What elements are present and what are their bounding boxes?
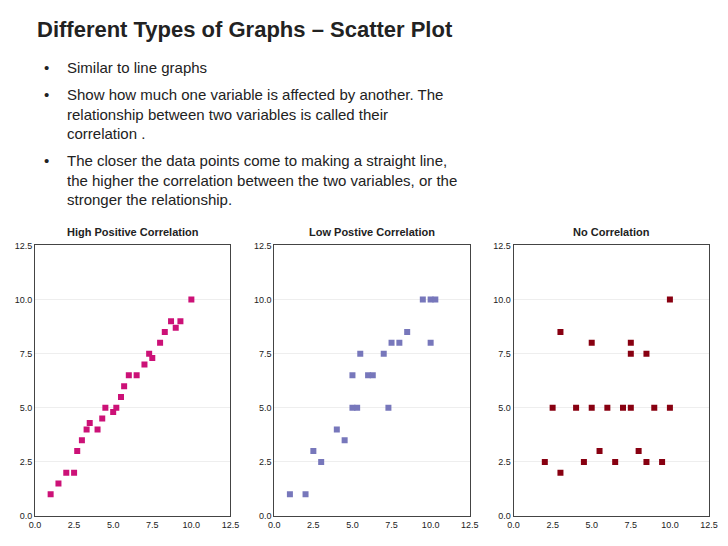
svg-text:5.0: 5.0 bbox=[20, 403, 33, 413]
svg-text:•: • bbox=[44, 152, 49, 169]
svg-text:Similar to line graphs: Similar to line graphs bbox=[67, 59, 207, 76]
svg-text:10.0: 10.0 bbox=[493, 295, 511, 305]
svg-text:0.0: 0.0 bbox=[268, 520, 281, 530]
svg-text:2.5: 2.5 bbox=[259, 457, 272, 467]
svg-text:5.0: 5.0 bbox=[585, 520, 598, 530]
svg-text:10.0: 10.0 bbox=[661, 520, 679, 530]
svg-text:10.0: 10.0 bbox=[422, 520, 440, 530]
svg-text:12.5: 12.5 bbox=[15, 241, 33, 251]
svg-text:12.5: 12.5 bbox=[493, 241, 511, 251]
svg-text:5.0: 5.0 bbox=[259, 403, 272, 413]
svg-text:•: • bbox=[44, 86, 49, 103]
svg-text:12.5: 12.5 bbox=[254, 241, 272, 251]
svg-text:2.5: 2.5 bbox=[307, 520, 320, 530]
svg-text:The closer the data points com: The closer the data points come to makin… bbox=[67, 152, 457, 208]
svg-text:5.0: 5.0 bbox=[346, 520, 359, 530]
svg-text:12.5: 12.5 bbox=[461, 520, 479, 530]
svg-text:Show how much one variable is: Show how much one variable is affected b… bbox=[67, 86, 443, 142]
svg-text:High Positive Correlation: High Positive Correlation bbox=[67, 226, 199, 238]
svg-text:No Correlation: No Correlation bbox=[573, 226, 650, 238]
svg-text:0.0: 0.0 bbox=[498, 511, 511, 521]
svg-text:7.5: 7.5 bbox=[20, 349, 33, 359]
svg-text:12.5: 12.5 bbox=[222, 520, 240, 530]
svg-text:2.5: 2.5 bbox=[546, 520, 559, 530]
svg-text:7.5: 7.5 bbox=[625, 520, 638, 530]
svg-text:2.5: 2.5 bbox=[68, 520, 81, 530]
svg-text:Low Postive Correlation: Low Postive Correlation bbox=[309, 226, 435, 238]
svg-text:0.0: 0.0 bbox=[259, 511, 272, 521]
svg-text:7.5: 7.5 bbox=[146, 520, 159, 530]
svg-text:0.0: 0.0 bbox=[20, 511, 33, 521]
svg-text:12.5: 12.5 bbox=[700, 520, 718, 530]
svg-text:•: • bbox=[44, 59, 49, 76]
svg-text:10.0: 10.0 bbox=[183, 520, 201, 530]
svg-text:7.5: 7.5 bbox=[498, 349, 511, 359]
svg-text:2.5: 2.5 bbox=[20, 457, 33, 467]
svg-text:10.0: 10.0 bbox=[15, 295, 33, 305]
svg-text:7.5: 7.5 bbox=[385, 520, 398, 530]
svg-text:5.0: 5.0 bbox=[498, 403, 511, 413]
svg-text:7.5: 7.5 bbox=[259, 349, 272, 359]
svg-text:2.5: 2.5 bbox=[498, 457, 511, 467]
svg-text:Different Types of Graphs – Sc: Different Types of Graphs – Scatter Plot bbox=[37, 17, 453, 42]
svg-text:10.0: 10.0 bbox=[254, 295, 272, 305]
svg-text:0.0: 0.0 bbox=[29, 520, 42, 530]
svg-text:0.0: 0.0 bbox=[507, 520, 520, 530]
svg-text:5.0: 5.0 bbox=[107, 520, 120, 530]
